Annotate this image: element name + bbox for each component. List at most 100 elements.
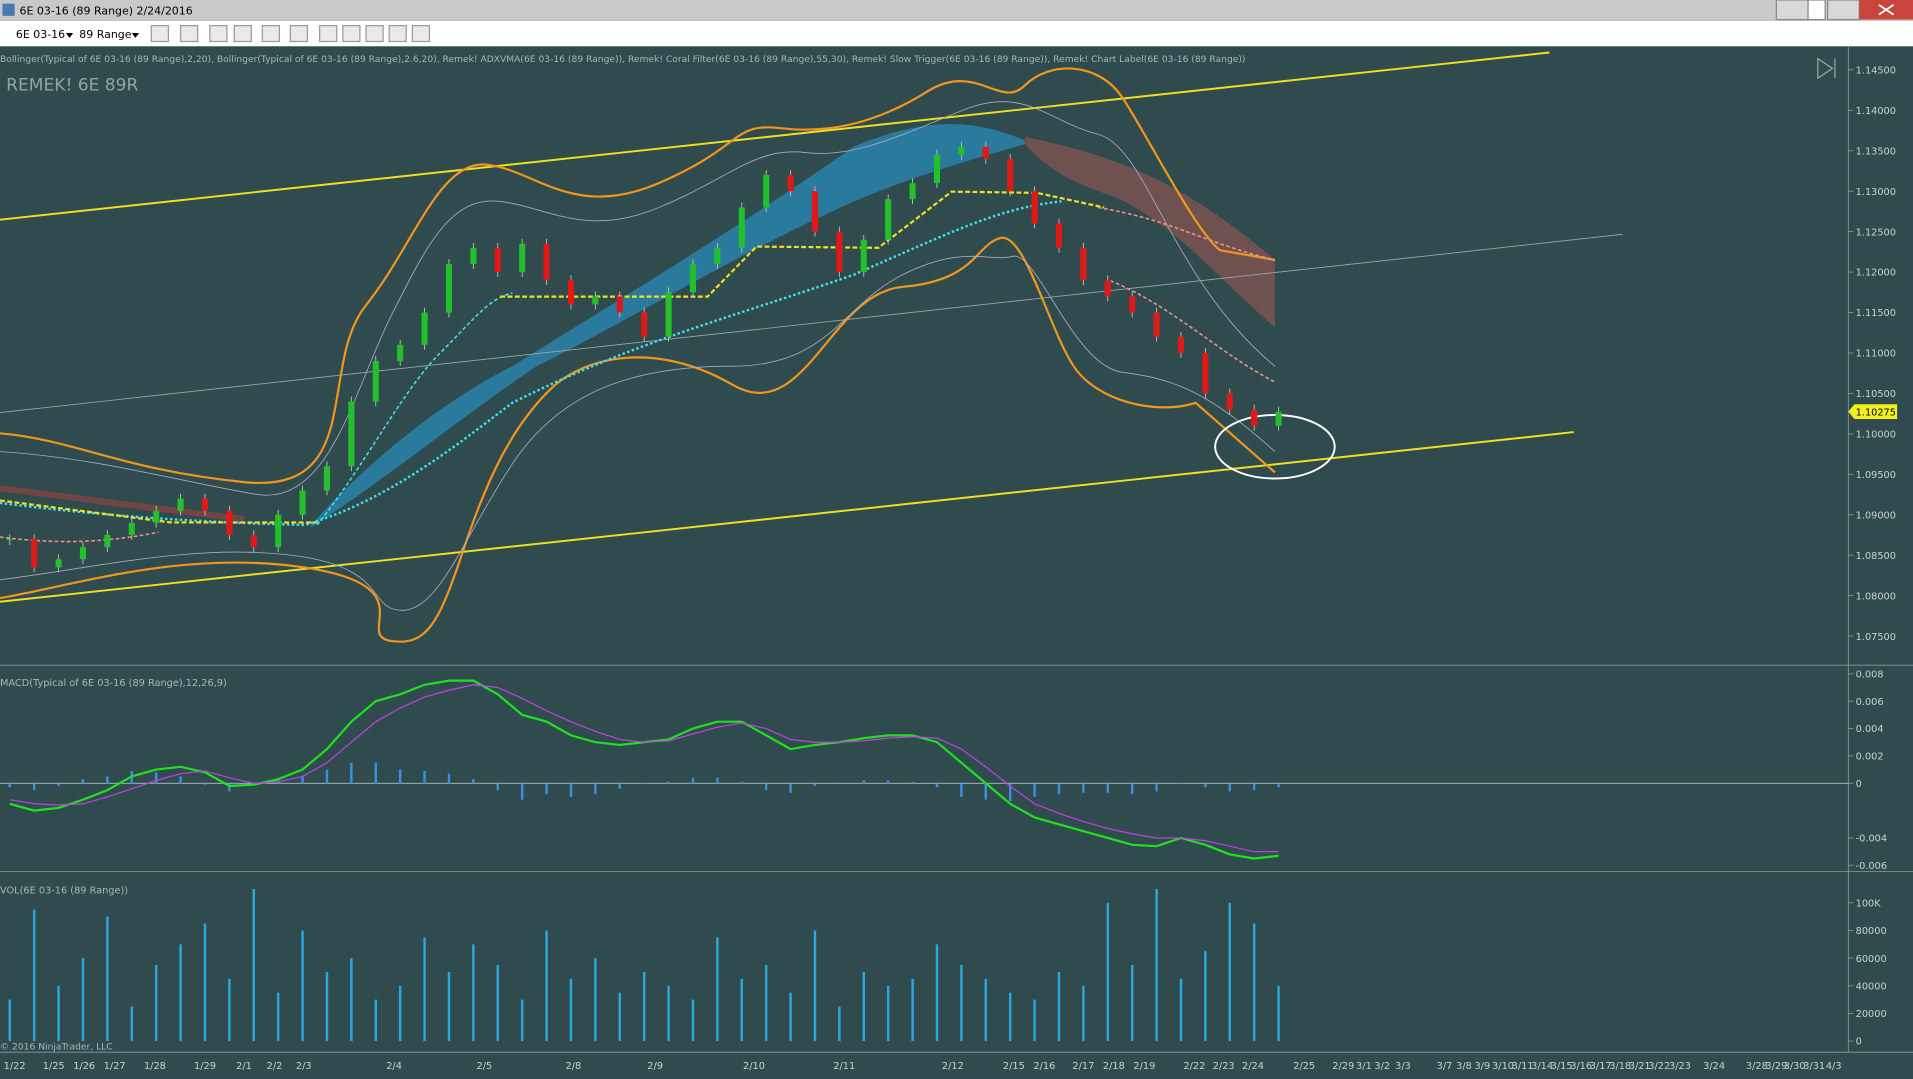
candle [519,243,526,273]
tool-button[interactable] [209,25,228,43]
histogram-bar [81,779,85,784]
y-tick-label: 40000 [1856,981,1887,992]
volume-bar [374,999,377,1042]
histogram-bar [716,777,719,784]
volume-bar [81,958,85,1042]
volume-bar [1179,978,1183,1042]
zoom-button[interactable] [289,25,309,43]
y-tick-label: 20000 [1856,1009,1887,1020]
tool-button[interactable] [233,25,252,43]
x-tick-label: 2/19 [1133,1061,1155,1072]
x-tick-label: 3/30 [1784,1061,1806,1072]
link-button[interactable] [1807,0,1826,21]
volume-bar [789,992,792,1042]
volume-bar [1228,902,1232,1042]
y-tick-label: 1.14500 [1856,66,1896,77]
volume-bar [984,978,988,1042]
x-tick-label: 3/9 [1474,1061,1490,1072]
indicators-button[interactable] [319,25,338,43]
period-selector[interactable]: 89 Range [79,28,131,41]
properties-button[interactable] [365,25,384,43]
strategies-button[interactable] [342,25,361,43]
candle [104,534,111,548]
volume-bar [1204,951,1207,1042]
volume-bar [862,971,865,1042]
candle [1153,312,1160,337]
x-tick-label: 2/5 [477,1061,493,1072]
volume-bar [886,985,890,1042]
candle [763,175,770,208]
scroll-end-button[interactable] [1817,57,1836,80]
histogram-bar [1204,783,1207,788]
coral-filter [0,206,1276,543]
y-tick-label: 1.08500 [1856,551,1896,562]
candle [738,207,745,248]
candle [958,146,965,155]
x-tick-label: 3/14 [1531,1061,1553,1072]
x-tick-label: 1/28 [144,1061,166,1072]
volume-bar [496,965,499,1042]
volume-bar [594,958,597,1042]
histogram-bar [1179,783,1183,784]
x-tick-label: 3/21 [1629,1061,1651,1072]
channel-line [0,431,1574,603]
bar-type-button[interactable] [150,25,169,43]
y-tick-label: 1.13000 [1856,187,1896,198]
histogram-bar [496,783,499,791]
crosshair-button[interactable] [261,25,280,43]
candle [1055,223,1063,248]
x-tick-label: 2/9 [647,1061,663,1072]
volume-bar [179,944,182,1042]
histogram-bar [8,783,11,788]
mid-line [0,233,1623,413]
candle [543,243,550,281]
volume-bar [618,992,621,1042]
y-tick-label: 100K [1856,898,1882,909]
y-tick-label: 1.14000 [1856,106,1896,117]
candle [6,539,13,541]
volume-bar [1277,985,1280,1042]
candle [787,175,794,192]
x-tick-label: 2/29 [1332,1061,1354,1072]
draw-button[interactable] [179,25,199,43]
candle [250,534,257,548]
candle [153,510,160,523]
x-tick-label: 2/24 [1242,1061,1264,1072]
minimize-button[interactable] [1775,0,1809,21]
candle [1202,352,1209,394]
candle [836,231,843,273]
volume-bar [569,978,573,1042]
dropdown-arrow [131,32,140,38]
toolbar-icons [150,25,431,43]
layout-button[interactable] [411,25,431,43]
histogram-bar [667,781,670,784]
y-tick-label: 80000 [1856,926,1887,937]
candle [860,239,867,273]
volume-label: VOL(6E 03-16 (89 Range)) [0,885,128,896]
instrument-selector[interactable]: 6E 03-16 [16,28,65,41]
histogram-bar [1130,783,1134,795]
x-tick-label: 2/12 [942,1061,964,1072]
y-tick-label: 1.12500 [1856,227,1896,238]
trigger-cloud [0,485,245,522]
histogram-bar [642,783,646,784]
x-tick-label: 3/7 [1437,1061,1453,1072]
y-tick-label: 60000 [1856,954,1887,965]
maximize-button[interactable] [1826,0,1860,21]
candle [1104,280,1111,297]
trigger-cloud [1024,136,1275,328]
data-box-button[interactable] [388,25,407,43]
histogram-bar [813,783,817,786]
candle [933,154,941,184]
x-tick-label: 2/15 [1003,1061,1025,1072]
volume-bar [911,978,914,1042]
x-tick-label: 2/17 [1072,1061,1094,1072]
bollinger-inner-lower [0,255,1276,611]
histogram-bar [1277,783,1280,788]
app-icon [2,3,15,16]
histogram-bar [179,776,182,784]
histogram-bar [984,783,988,800]
candle [982,146,989,159]
window-title: 6E 03-16 (89 Range) 2/24/2016 [20,5,193,18]
x-tick-label: 3/15 [1551,1061,1573,1072]
